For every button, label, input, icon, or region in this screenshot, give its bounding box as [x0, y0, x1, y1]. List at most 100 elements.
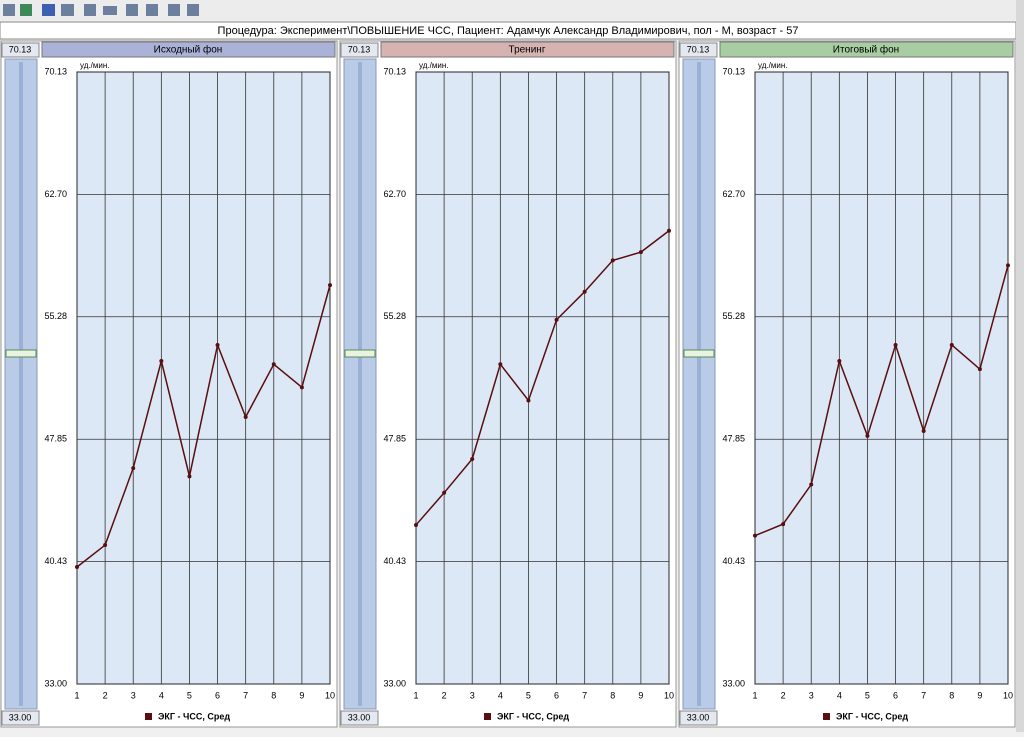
scrollbar[interactable]: [1016, 0, 1024, 732]
y-axis-label: уд./мин.: [419, 61, 448, 70]
x-tick-label: 3: [809, 690, 814, 700]
slider-groove: [358, 62, 362, 706]
tool-button[interactable]: [20, 4, 32, 16]
point: [159, 358, 164, 363]
point: [526, 398, 531, 403]
toolbar-icons: [3, 4, 199, 16]
slider-max-box: [1, 42, 40, 58]
point: [498, 362, 503, 367]
x-tick-label: 3: [470, 690, 475, 700]
y-tick-label: 47.85: [722, 434, 745, 444]
point: [1006, 263, 1010, 268]
panel-title: Итоговый фон: [833, 44, 899, 56]
x-tick-label: 7: [921, 690, 926, 700]
slider-groove: [19, 62, 23, 706]
y-tick-label: 33.00: [722, 678, 745, 688]
point: [187, 474, 192, 479]
x-tick-label: 6: [893, 690, 898, 700]
x-tick-label: 1: [413, 690, 418, 700]
tool-button[interactable]: [3, 4, 15, 16]
point: [667, 228, 671, 233]
x-tick-label: 2: [442, 690, 447, 700]
y-tick-label: 47.85: [383, 434, 406, 444]
x-tick-label: 5: [865, 690, 870, 700]
y-tick-label: 55.28: [44, 311, 67, 321]
legend-label: ЭКГ - ЧСС, Сред: [497, 711, 569, 721]
slider-min-box: [1, 710, 40, 726]
x-tick-label: 2: [103, 690, 108, 700]
x-tick-label: 5: [187, 690, 192, 700]
point: [103, 543, 108, 548]
y-tick-label: 70.13: [44, 66, 67, 76]
tool-button[interactable]: [187, 4, 199, 16]
slider-handle[interactable]: [5, 349, 37, 358]
point: [328, 283, 332, 288]
y-tick-label: 33.00: [383, 678, 406, 688]
x-tick-label: 10: [1003, 690, 1013, 700]
x-tick-label: 8: [610, 690, 615, 700]
plot-area: [415, 71, 670, 685]
x-tick-label: 6: [215, 690, 220, 700]
x-tick-label: 1: [752, 690, 757, 700]
tool-button[interactable]: [168, 4, 180, 16]
point: [215, 342, 220, 347]
panel-title: Тренинг: [509, 45, 546, 56]
x-tick-label: 9: [299, 690, 304, 700]
point: [414, 522, 418, 527]
x-tick-label: 9: [977, 690, 982, 700]
slider-handle[interactable]: [344, 349, 376, 358]
slider-max: 70.13: [348, 44, 371, 54]
tool-button[interactable]: [103, 6, 117, 15]
point: [949, 342, 954, 347]
slider-groove: [697, 62, 701, 706]
slider-handle[interactable]: [683, 349, 715, 358]
point: [781, 522, 786, 527]
point: [442, 490, 447, 495]
tool-button[interactable]: [146, 4, 158, 16]
point: [893, 342, 898, 347]
y-tick-label: 47.85: [44, 434, 67, 444]
y-tick-label: 55.28: [383, 311, 406, 321]
x-tick-label: 8: [949, 690, 954, 700]
x-tick-label: 3: [131, 690, 136, 700]
point: [299, 385, 304, 390]
point: [75, 564, 79, 569]
tool-button[interactable]: [84, 4, 96, 16]
line: [76, 284, 331, 568]
y-tick-label: 70.13: [383, 66, 406, 76]
panel-title-bar: [719, 41, 1014, 58]
panel-title: Исходный фон: [154, 44, 223, 56]
point: [131, 466, 136, 471]
x-tick-label: 6: [554, 690, 559, 700]
point: [470, 457, 475, 462]
point: [243, 414, 248, 419]
y-tick-label: 40.43: [383, 556, 406, 566]
plot-area: [76, 71, 331, 685]
y-tick-label: 62.70: [383, 189, 406, 199]
plot-area: [754, 71, 1009, 685]
y-tick-label: 70.13: [722, 66, 745, 76]
x-tick-label: 4: [159, 690, 164, 700]
x-tick-label: 9: [638, 690, 643, 700]
point: [610, 258, 615, 263]
x-tick-label: 2: [781, 690, 786, 700]
legend-swatch: [145, 713, 152, 720]
line: [754, 265, 1009, 537]
x-tick-label: 4: [498, 690, 503, 700]
point: [865, 433, 870, 438]
y-axis-label: уд./мин.: [758, 61, 787, 70]
point: [753, 533, 757, 538]
slider-min-box: [679, 710, 718, 726]
y-tick-label: 62.70: [722, 189, 745, 199]
tool-button[interactable]: [126, 4, 138, 16]
tool-button[interactable]: [61, 4, 74, 16]
x-tick-label: 4: [837, 690, 842, 700]
x-tick-label: 8: [271, 690, 276, 700]
slider-min: 33.00: [687, 712, 710, 722]
point: [977, 367, 982, 372]
x-tick-label: 10: [664, 690, 674, 700]
tool-button[interactable]: [42, 4, 55, 16]
panel-title-bar: [41, 41, 336, 58]
